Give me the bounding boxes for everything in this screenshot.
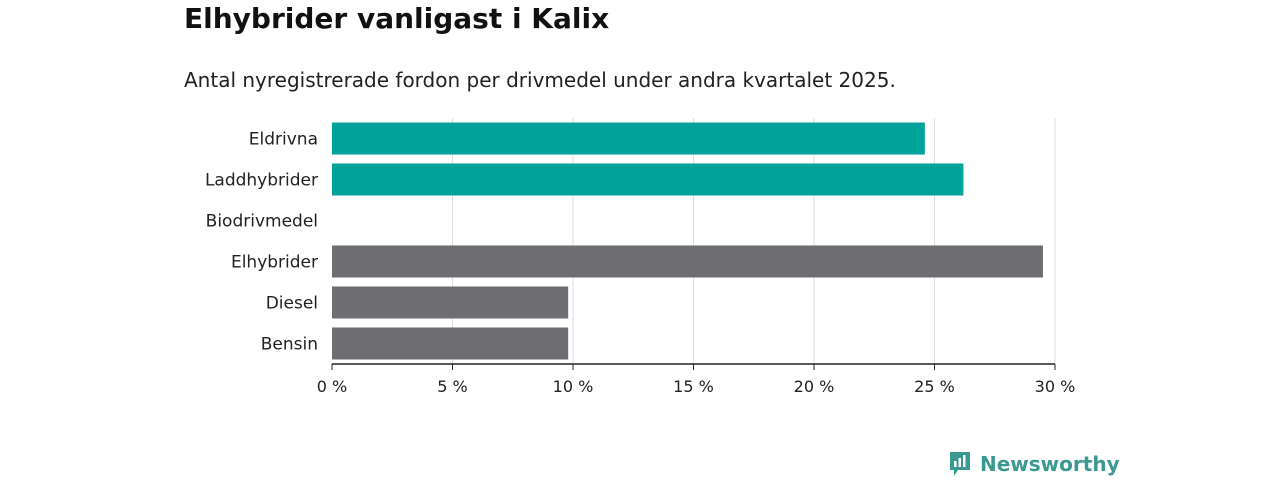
bar [332,286,569,319]
x-tick-label: 10 % [553,377,594,396]
bar [332,327,569,360]
category-label: Bensin [261,335,318,355]
bars [332,122,1043,360]
category-label: Elhybrider [231,253,318,273]
brand-name: Newsworthy [980,452,1120,476]
category-labels: Eldrivna Laddhybrider Biodrivmedel Elhybrid… [205,130,318,355]
bar [332,245,1043,278]
x-tick-label: 30 % [1035,377,1076,396]
category-label: Biodrivmedel [206,212,318,232]
x-tick-label: 20 % [794,377,835,396]
bar [332,163,964,196]
x-axis-ticks: 0 % 5 % 10 % 15 % 20 % 25 % 30 % [317,364,1076,396]
x-tick-label: 5 % [437,377,467,396]
category-label: Diesel [266,294,318,314]
category-label: Eldrivna [249,130,318,150]
bar [332,122,925,155]
newsworthy-logo-icon [950,452,970,476]
x-tick-label: 0 % [317,377,347,396]
gridlines [452,118,1056,364]
x-tick-label: 15 % [673,377,714,396]
chart-title: Elhybrider vanligast i Kalix [184,2,610,35]
chart-subtitle: Antal nyregistrerade fordon per drivmede… [184,68,896,92]
category-label: Laddhybrider [205,171,318,191]
brand-logo: Newsworthy [948,450,1120,478]
bar-chart: Eldrivna Laddhybrider Biodrivmedel Elhybrid… [205,118,1076,396]
x-tick-label: 25 % [914,377,955,396]
